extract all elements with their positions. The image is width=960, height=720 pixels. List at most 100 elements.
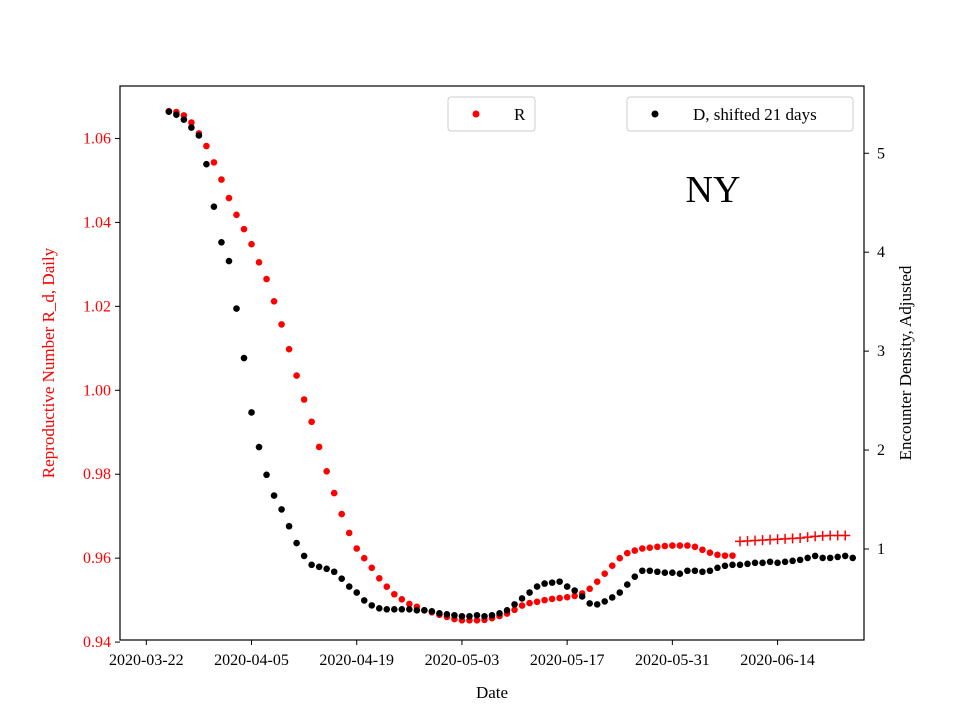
- point-r: [616, 554, 624, 562]
- point-d-shifted-21-days: [623, 581, 631, 588]
- point-r: [375, 575, 383, 582]
- point-d-shifted-21-days: [796, 556, 804, 564]
- point-d-shifted-21-days: [210, 203, 218, 210]
- point-d-shifted-21-days: [571, 587, 578, 594]
- point-r: [548, 595, 556, 603]
- point-r: [691, 543, 699, 551]
- point-r: [699, 546, 706, 554]
- right-y-tick-label: 2: [877, 442, 885, 459]
- point-r: [345, 529, 353, 537]
- point-d-shifted-21-days: [548, 579, 556, 586]
- x-tick-label: 2020-06-14: [740, 652, 815, 669]
- point-d-shifted-21-days: [345, 583, 353, 590]
- point-d-shifted-21-days: [511, 601, 518, 608]
- point-r: [563, 593, 571, 601]
- point-r: [278, 321, 285, 328]
- legend-r-marker: [472, 110, 480, 118]
- point-d-shifted-21-days: [684, 567, 691, 575]
- right-y-axis-ticks: 1 2 3 4 5: [864, 145, 885, 558]
- point-r: [601, 570, 609, 577]
- point-d-shifted-21-days: [270, 492, 278, 499]
- point-r: [338, 510, 345, 518]
- point-d-shifted-21-days: [736, 561, 744, 569]
- point-d-shifted-21-days: [841, 552, 849, 560]
- point-d-shifted-21-days: [654, 568, 661, 576]
- point-d-shifted-21-days: [608, 594, 616, 601]
- point-r: [240, 225, 248, 233]
- point-d-shifted-21-days: [563, 583, 571, 590]
- point-r: [526, 599, 533, 607]
- point-d-shifted-21-days: [263, 471, 270, 479]
- point-r: [210, 159, 218, 166]
- point-d-shifted-21-days: [353, 589, 361, 596]
- point-d-shifted-21-days: [218, 239, 225, 246]
- point-d-shifted-21-days: [826, 554, 834, 562]
- point-r: [263, 275, 270, 283]
- point-r: [714, 551, 721, 559]
- legend-d: D, shifted 21 days: [626, 96, 854, 132]
- point-d-shifted-21-days: [661, 569, 669, 577]
- x-tick-label: 2020-03-22: [109, 652, 184, 669]
- point-d-shifted-21-days: [368, 602, 376, 609]
- point-d-shifted-21-days: [383, 606, 391, 613]
- point-d-shifted-21-days: [533, 583, 541, 590]
- point-d-shifted-21-days: [436, 609, 443, 617]
- left-y-tick-label: 1.02: [83, 298, 111, 315]
- point-d-shifted-21-days: [315, 563, 323, 571]
- point-d-shifted-21-days: [488, 611, 496, 619]
- x-axis-ticks: 2020-03-22 2020-04-05 2020-04-19 2020-05-03…: [109, 640, 815, 669]
- point-r: [323, 467, 330, 475]
- point-d-shifted-21-days: [406, 606, 413, 613]
- point-r: [360, 554, 368, 562]
- point-d-shifted-21-days: [819, 554, 826, 562]
- point-r: [556, 594, 563, 602]
- point-r: [661, 542, 669, 550]
- point-r: [391, 590, 398, 598]
- point-d-shifted-21-days: [391, 606, 398, 613]
- point-d-shifted-21-days: [586, 600, 593, 607]
- legend-r: R: [447, 96, 536, 132]
- x-tick-label: 2020-04-19: [319, 652, 394, 669]
- point-r: [285, 345, 293, 353]
- point-r: [203, 142, 210, 150]
- point-d-shifted-21-days: [601, 598, 609, 605]
- point-r: [218, 176, 225, 183]
- point-d-shifted-21-days: [804, 554, 811, 562]
- plot-frame: [119, 85, 865, 641]
- point-r: [473, 616, 481, 624]
- point-r: [631, 547, 639, 554]
- point-d-shifted-21-days: [714, 564, 721, 572]
- point-r-projected: [840, 530, 851, 541]
- left-y-tick-label: 0.96: [83, 550, 111, 567]
- point-r: [353, 545, 361, 552]
- point-r-projected: [802, 532, 813, 543]
- point-d-shifted-21-days: [593, 601, 601, 608]
- point-r: [639, 545, 646, 552]
- point-d-shifted-21-days: [849, 554, 857, 562]
- point-d-shifted-21-days: [458, 612, 466, 620]
- point-r: [511, 606, 518, 614]
- left-y-axis-ticks: 0.94 0.96 0.98 1.00 1.02 1.04 1.06: [83, 130, 120, 651]
- point-d-shifted-21-days: [496, 609, 503, 617]
- point-d-shifted-21-days: [541, 580, 548, 587]
- point-r: [593, 578, 601, 585]
- point-r: [406, 600, 413, 608]
- point-r: [654, 543, 661, 551]
- point-d-shifted-21-days: [225, 257, 233, 265]
- point-d-shifted-21-days: [766, 558, 774, 566]
- right-y-tick-label: 3: [877, 343, 885, 360]
- right-y-tick-label: 1: [877, 541, 885, 558]
- point-r: [225, 194, 233, 202]
- point-d-shifted-21-days: [759, 559, 766, 567]
- left-y-tick-label: 0.98: [83, 466, 111, 483]
- point-r: [255, 258, 263, 266]
- point-d-shifted-21-days: [729, 561, 736, 569]
- point-d-shifted-21-days: [526, 589, 533, 596]
- point-r-projected: [795, 533, 806, 544]
- point-d-shifted-21-days: [421, 607, 428, 614]
- point-d-shifted-21-days: [413, 607, 421, 614]
- point-d-shifted-21-days: [631, 573, 639, 580]
- point-r: [308, 418, 315, 426]
- point-d-shifted-21-days: [188, 124, 195, 131]
